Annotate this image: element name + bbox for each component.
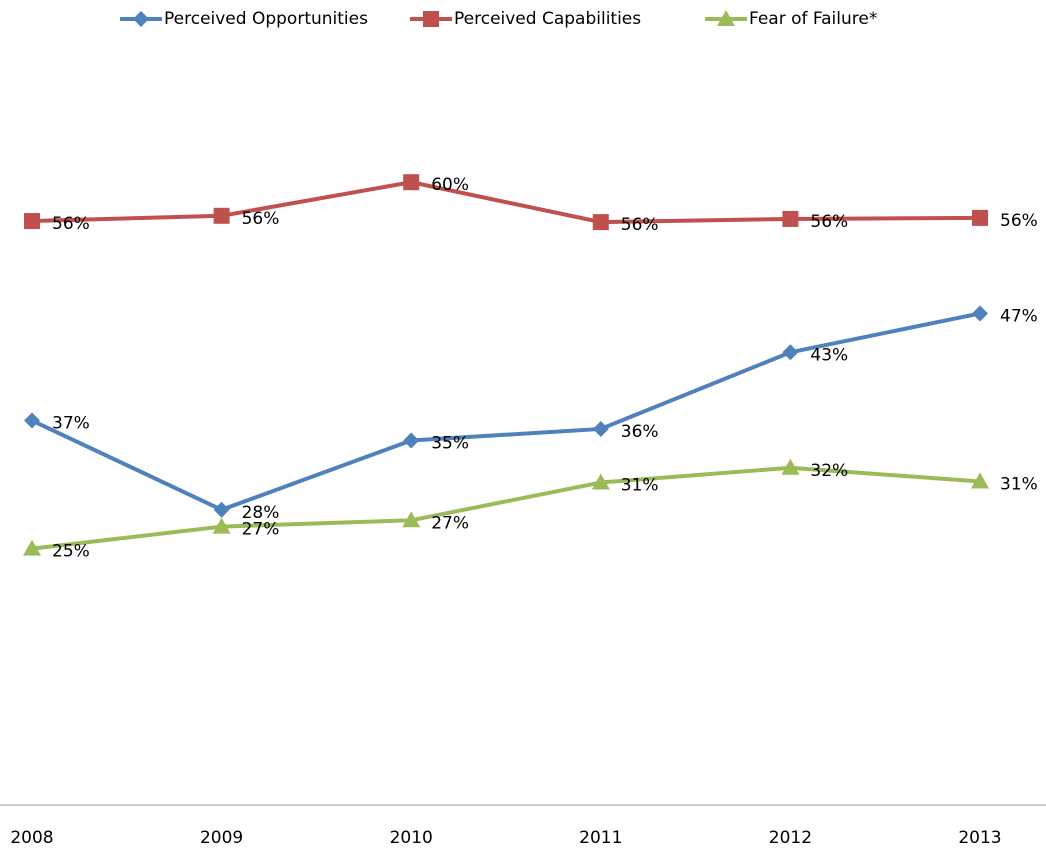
data-label: 27% [242, 520, 280, 540]
data-point [213, 501, 230, 518]
data-point [592, 214, 609, 231]
data-point [591, 473, 610, 490]
series-line [31, 465, 981, 551]
data-point [781, 458, 800, 475]
legend-marker [423, 11, 439, 27]
data-point [213, 207, 230, 224]
legend-marker [717, 10, 735, 26]
data-label: 56% [1000, 211, 1038, 231]
data-label: 35% [431, 434, 469, 454]
data-point [403, 432, 420, 449]
data-label: 36% [621, 422, 659, 442]
data-point [971, 472, 989, 489]
legend-marker [133, 11, 149, 27]
data-point [972, 209, 988, 226]
data-label: 56% [810, 212, 848, 232]
data-label: 37% [52, 414, 90, 434]
data-label: 32% [810, 461, 848, 481]
legend-label: Perceived Capabilities [454, 9, 641, 29]
data-point [402, 511, 421, 528]
data-label: 47% [1000, 306, 1038, 326]
data-label: 31% [621, 476, 659, 496]
x-tick-label: 2013 [958, 828, 1001, 848]
data-label: 28% [242, 503, 280, 523]
x-tick-label: 2011 [579, 828, 622, 848]
data-point [972, 305, 988, 322]
data-point [24, 412, 40, 429]
data-point [23, 539, 41, 556]
x-tick-label: 2009 [200, 828, 243, 848]
data-point [782, 210, 799, 227]
x-tick-label: 2012 [769, 828, 812, 848]
data-point [782, 344, 799, 361]
data-label: 43% [810, 345, 848, 365]
legend-label: Fear of Failure* [749, 9, 877, 29]
data-point [24, 213, 40, 230]
data-label: 56% [52, 214, 90, 234]
data-point [212, 517, 231, 534]
series-line [31, 311, 981, 512]
data-point [403, 174, 420, 191]
legend-label: Perceived Opportunities [164, 9, 368, 29]
data-label: 56% [621, 215, 659, 235]
x-tick-label: 2008 [10, 828, 53, 848]
data-label: 56% [242, 209, 280, 229]
series-line [31, 180, 981, 225]
x-tick-label: 2010 [390, 828, 433, 848]
data-point [592, 420, 609, 437]
data-label: 31% [1000, 474, 1038, 494]
data-label: 27% [431, 513, 469, 533]
data-label: 25% [52, 542, 90, 562]
data-label: 60% [431, 175, 469, 195]
